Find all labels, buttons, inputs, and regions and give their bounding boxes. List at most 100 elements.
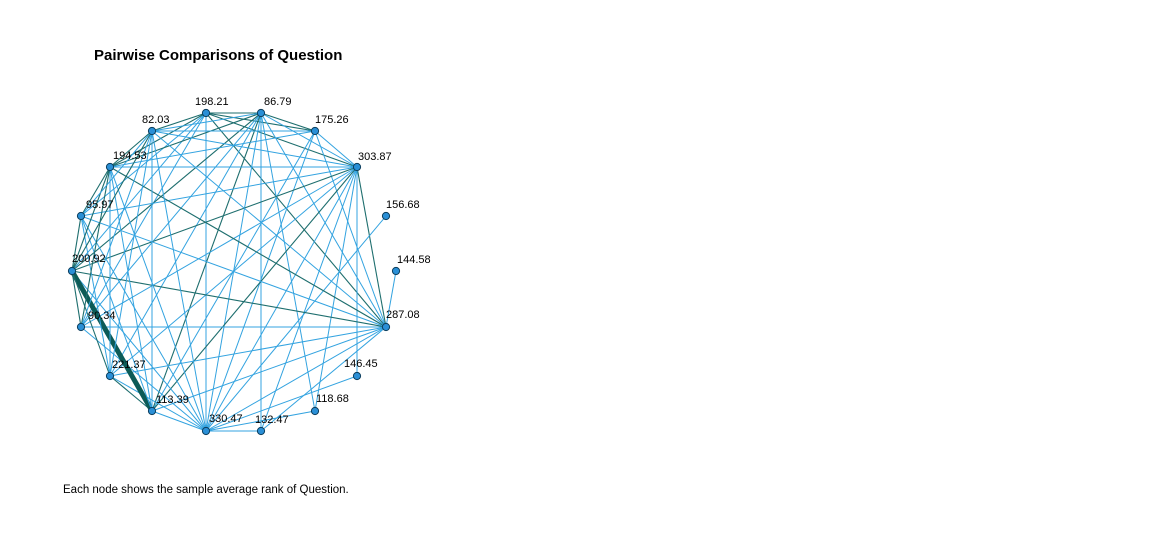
chart-title: Pairwise Comparisons of Question [94,47,343,64]
edge-n13-n16 [80,215,111,377]
edge-n3-n7 [314,130,387,328]
edge-n4-n18 [151,130,358,168]
edge-n3-n17 [109,130,316,168]
chart-footnote: Each node shows the sample average rank … [63,484,349,496]
node-label-n11: 330.47 [209,413,243,425]
edge-n11-n16 [80,215,207,432]
edge-n15-n18 [71,130,153,272]
edge-n11-n15 [71,270,207,432]
edge-n4-n15 [71,166,358,272]
edge-n4-n16 [80,166,358,217]
edge-n12-n17 [109,166,153,412]
edge-n14-n15 [71,270,82,328]
node-n18 [147,126,157,136]
node-label-n5: 156.68 [386,199,420,211]
node-label-n14: 90.34 [88,310,116,322]
node-n7 [381,322,391,332]
node-label-n4: 303.87 [358,151,392,163]
edge-n13-n15 [71,270,111,377]
edge-n2-n14 [80,112,262,328]
edge-n12-n16 [80,215,153,412]
edge-n1-n18 [151,112,207,132]
edges-layer [69,112,397,432]
node-n17 [105,162,115,172]
edge-n8-n11 [205,375,358,432]
edge-n5-n11 [205,215,387,432]
edge-n15-n16 [71,215,82,272]
node-label-n12: 113.39 [156,394,189,406]
node-label-n3: 175.26 [315,114,349,126]
edge-n7-n15 [71,270,387,328]
edge-n7-n10 [260,326,387,432]
node-label-n10: 132.47 [255,414,289,426]
node-n8 [352,371,362,381]
edge-n11-n17 [109,166,207,432]
edge-n4-n12 [151,166,358,412]
edge-n2-n4 [260,112,358,168]
nodes-layer [67,108,401,436]
edge-n11-n14 [80,326,207,432]
edge-n14-n18 [80,130,153,328]
edge-n11-n13 [109,375,207,432]
edge-n2-n7 [260,112,387,328]
node-n9 [310,406,320,416]
edge-n2-n9 [260,112,316,412]
node-n2 [256,108,266,118]
edge-n2-n17 [109,112,262,168]
edge-n17-n18 [109,130,153,168]
labels-layer: 198.21 86.79 175.26 303.87 156.68 144.58 287.0… [72,96,431,426]
edge-n6-n7 [385,270,397,328]
node-label-n15: 200.92 [72,253,106,265]
node-n16 [76,211,86,221]
edge-n16-n17 [80,166,111,217]
edge-n3-n4 [314,130,358,168]
node-n6 [391,266,401,276]
edge-n2-n15 [71,112,262,272]
edge-n7-n13 [109,326,387,377]
node-n5 [381,211,391,221]
edge-n2-n18 [151,112,262,132]
node-n11 [201,426,211,436]
edge-n7-n16 [80,215,387,328]
edge-n11-n18 [151,130,207,432]
node-label-n18: 82.03 [142,114,170,126]
edge-n11-n12 [151,410,207,432]
node-n3 [310,126,320,136]
edge-n7-n11 [205,326,387,432]
node-n4 [352,162,362,172]
edge-n1-n15 [71,112,207,272]
edge-n9-n11 [205,410,316,432]
edge-n13-n18 [109,130,153,377]
edge-n14-n17 [80,166,111,328]
node-n1 [201,108,211,118]
edge-n7-n17 [109,166,387,328]
node-label-n6: 144.58 [397,254,431,266]
edge-n4-n14 [80,166,358,328]
edge-n1-n16 [80,112,207,217]
node-n15 [67,266,77,276]
node-label-n17: 194.53 [113,150,147,162]
node-n10 [256,426,266,436]
edge-n1-n4 [205,112,358,168]
edge-n4-n9 [314,166,358,412]
node-n14 [76,322,86,332]
edge-n2-n13 [109,112,262,377]
edge-n4-n11 [205,166,358,432]
edge-n7-n12 [151,326,387,412]
edge-n4-n7 [356,166,387,328]
node-label-n7: 287.08 [386,309,420,321]
node-n12 [147,406,157,416]
node-label-n8: 146.45 [344,358,378,370]
node-label-n9: 118.68 [316,393,349,405]
node-n13 [105,371,115,381]
edge-n15-n17 [71,166,111,272]
edge-n16-n18 [80,130,153,217]
edge-n12-n13 [109,375,153,412]
node-label-n1: 198.21 [195,96,229,108]
edge-n7-n18 [151,130,387,328]
edge-n12-n15 [69,269,155,413]
edge-n2-n3 [260,112,316,132]
edge-n1-n17 [109,112,207,168]
edge-n1-n14 [80,112,207,328]
